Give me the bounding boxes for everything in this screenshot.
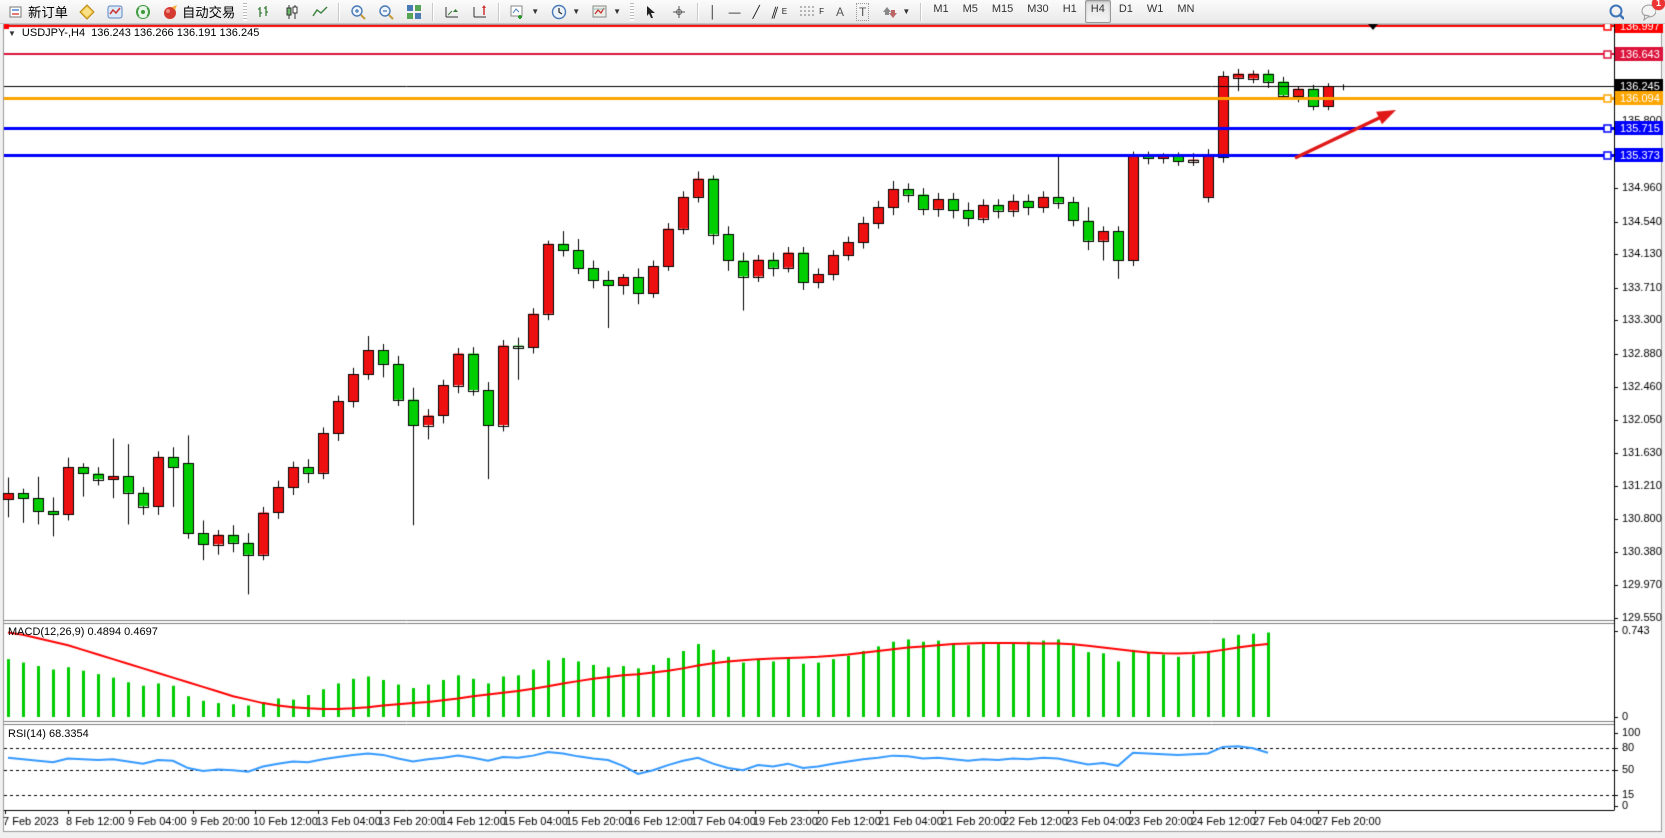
candlestick-chart-button[interactable] [279,0,305,24]
indicators-button[interactable]: ▼ [505,0,544,24]
line-chart-button[interactable] [307,0,333,24]
macd-indicator-label: MACD(12,26,9) 0.4894 0.4697 [8,626,158,638]
chart-shift-icon [472,4,488,20]
tab-timeframe-m1[interactable]: M1 [933,3,949,15]
tab-timeframe-m15[interactable]: M15 [991,3,1014,15]
signals-button[interactable] [130,0,156,24]
autotrading-button[interactable]: 自动交易 [158,2,239,22]
new-order-icon [8,4,24,20]
toolbar-separator [338,2,341,21]
toolbar-separator [920,2,923,21]
chart-dropdown-icon[interactable]: ▼ [8,28,16,38]
tile-windows-button[interactable] [401,0,427,24]
chart-title: ▼ USDJPY-,H4 136.243 136.266 136.191 136… [8,27,259,39]
toolbar-separator [697,2,700,21]
tab-timeframe-h1[interactable]: H1 [1062,3,1077,15]
text-icon: A [836,4,845,19]
notification-badge: 1 [1652,0,1665,10]
trendline-icon: ╱ [752,4,760,19]
zoom-in-icon [350,4,367,20]
arrows-icon [881,4,898,20]
search-icon [1608,4,1624,20]
chart-window-button[interactable] [102,0,128,24]
autotrading-icon [162,4,178,20]
line-chart-icon [312,4,328,20]
cursor-button[interactable] [638,0,664,24]
zoom-out-button[interactable] [373,0,399,24]
chart-shift-button[interactable] [467,0,493,24]
bar-chart-button[interactable] [251,0,277,24]
chart-symbol-period: USDJPY-,H4 [21,27,86,39]
templates-icon [592,4,608,20]
vertical-line-icon: │ [709,4,717,19]
chevron-down-icon: ▼ [572,7,581,16]
rsi-indicator-label: RSI(14) 68.3354 [8,728,89,740]
chevron-down-icon: ▼ [902,7,911,16]
tab-timeframe-m5[interactable]: M5 [962,3,978,15]
new-order-button[interactable]: 新订单 [4,2,72,22]
candlestick-chart-icon [284,4,300,20]
chat-button[interactable]: 1 [1635,0,1665,24]
toolbar-grip [243,2,248,21]
tile-windows-icon [406,4,422,20]
equidistant-channel-icon: ∥ [769,4,781,19]
auto-scroll-icon [444,4,460,20]
metaeditor-icon [79,3,95,20]
toolbar-grip [630,2,635,21]
zoom-out-icon [378,4,395,20]
zoom-in-button[interactable] [345,0,371,24]
toolbar-separator [432,2,435,21]
bar-chart-icon [256,4,272,20]
search-button[interactable] [1603,0,1629,24]
auto-scroll-button[interactable] [439,0,465,24]
tab-timeframe-h4[interactable]: H4 [1084,0,1111,23]
chevron-down-icon: ▼ [531,7,540,16]
chevron-down-icon: ▼ [613,7,622,16]
horizontal-line-icon: — [728,4,741,19]
text-button[interactable]: A [831,0,849,24]
tab-timeframe-d1[interactable]: D1 [1118,3,1133,15]
vertical-line-button[interactable]: │ [704,0,722,24]
trendline-button[interactable]: ╱ [748,0,765,24]
tab-timeframe-mn[interactable]: MN [1177,3,1195,15]
crosshair-button[interactable] [666,0,692,24]
chart-ohlc-values: 136.243 136.266 136.191 136.245 [91,27,260,39]
text-label-icon: T [856,2,870,21]
periods-icon [551,4,567,20]
tab-timeframe-m30[interactable]: M30 [1027,3,1049,15]
chart-window-icon [107,4,123,20]
fibonacci-button[interactable]: F [794,0,829,24]
signals-icon [135,4,151,20]
text-label-button[interactable]: T [851,0,874,24]
fibonacci-icon [799,4,815,20]
main-toolbar: 新订单 自动交易 [0,0,1665,24]
cursor-icon [643,4,659,20]
equidistant-channel-button[interactable]: ∥ E [769,4,788,19]
arrows-button[interactable]: ▼ [876,0,915,24]
horizontal-line-button[interactable]: — [724,0,746,24]
toolbar-separator [498,2,501,21]
metaeditor-button[interactable] [74,0,100,24]
templates-button[interactable]: ▼ [587,0,626,24]
indicators-icon [510,4,526,20]
crosshair-icon [671,4,687,20]
tab-timeframe-w1[interactable]: W1 [1146,3,1164,15]
periods-button[interactable]: ▼ [546,0,585,24]
